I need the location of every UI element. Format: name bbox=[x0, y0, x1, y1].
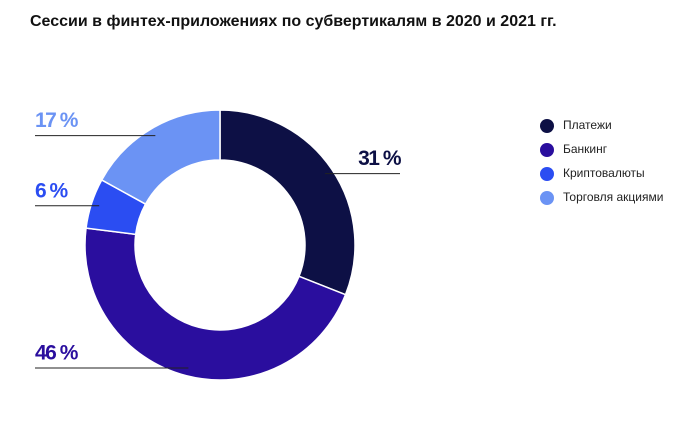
legend-label: Торговля акциями bbox=[563, 190, 663, 204]
donut-slice bbox=[84, 227, 347, 381]
legend-label: Криптовалюты bbox=[563, 166, 645, 180]
legend-marker bbox=[540, 191, 554, 205]
legend-label: Платежи bbox=[563, 118, 612, 132]
value-label: 6 % bbox=[35, 179, 69, 202]
legend-marker bbox=[540, 167, 554, 181]
legend-label: Банкинг bbox=[563, 142, 608, 156]
value-label: 46 % bbox=[35, 342, 79, 365]
donut-slice bbox=[219, 109, 356, 296]
value-label: 17 % bbox=[35, 109, 79, 132]
legend-marker bbox=[540, 119, 554, 133]
donut-slice bbox=[100, 109, 221, 206]
value-label: 31 % bbox=[358, 147, 402, 170]
chart-title: Сессии в финтех-приложениях по субвертик… bbox=[30, 13, 557, 30]
legend-marker bbox=[540, 143, 554, 157]
